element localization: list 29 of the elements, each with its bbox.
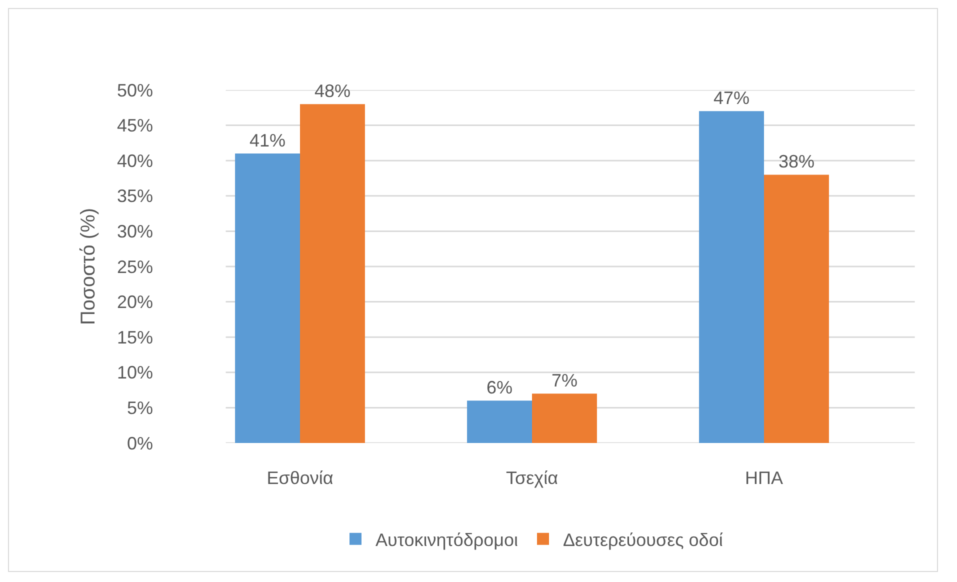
bar	[532, 394, 597, 443]
bar	[699, 111, 764, 443]
x-tick-label: Εσθονία	[266, 468, 334, 488]
y-tick-label: 10%	[116, 362, 153, 383]
y-tick-label: 5%	[126, 398, 153, 418]
y-tick-label: 15%	[116, 327, 153, 348]
data-label: 6%	[486, 378, 513, 398]
y-axis-title: Ποσοστό (%)	[77, 208, 100, 326]
data-label: 48%	[314, 81, 350, 102]
data-label: 41%	[250, 130, 286, 151]
y-tick-label: 30%	[116, 222, 153, 242]
y-tick-label: 50%	[116, 80, 153, 100]
y-tick-label: 45%	[116, 116, 153, 136]
legend-label: Δευτερεύουσες οδοί	[563, 530, 723, 550]
legend-label: Αυτοκινητόδρομοι	[376, 530, 518, 550]
bar	[764, 174, 829, 443]
data-label: 38%	[778, 152, 814, 172]
data-label: 47%	[714, 88, 750, 108]
bar	[467, 400, 532, 443]
y-tick-label: 25%	[116, 256, 153, 277]
bar	[300, 104, 365, 443]
data-label: 7%	[551, 370, 578, 391]
bar	[235, 154, 300, 443]
y-tick-label: 35%	[116, 186, 153, 206]
y-tick-label: 40%	[116, 150, 153, 171]
x-tick-label: ΗΠΑ	[744, 468, 784, 488]
y-tick-label: 20%	[116, 292, 153, 312]
y-tick-label: 0%	[126, 433, 153, 454]
x-tick-label: Τσεχία	[506, 468, 558, 488]
